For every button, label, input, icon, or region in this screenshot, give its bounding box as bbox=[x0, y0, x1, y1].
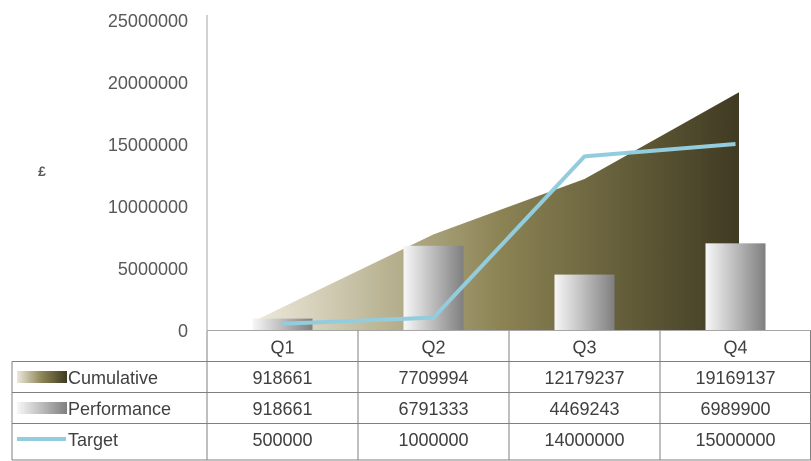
y-tick-label: 25000000 bbox=[108, 11, 188, 31]
performance-bar-q4 bbox=[705, 243, 766, 330]
data-label-cumulative-q4: 19169137 bbox=[695, 368, 775, 388]
data-label-target-q4: 15000000 bbox=[695, 430, 775, 450]
cumulative-area bbox=[259, 92, 739, 330]
category-label-q2: Q2 bbox=[421, 338, 445, 358]
category-label-q4: Q4 bbox=[723, 338, 747, 358]
target-line bbox=[282, 142, 736, 326]
legend-label-target: Target bbox=[68, 430, 118, 450]
legend-label-performance: Performance bbox=[68, 399, 171, 419]
legend-key-performance bbox=[17, 402, 67, 414]
performance-bar-q3 bbox=[554, 274, 615, 330]
y-tick-label: 15000000 bbox=[108, 135, 188, 155]
data-label-target-q1: 500000 bbox=[252, 430, 312, 450]
legend-label-cumulative: Cumulative bbox=[68, 368, 158, 388]
data-label-cumulative-q3: 12179237 bbox=[544, 368, 624, 388]
y-tick-label: 20000000 bbox=[108, 73, 188, 93]
category-label-q3: Q3 bbox=[572, 338, 596, 358]
data-label-performance-q3: 4469243 bbox=[549, 399, 619, 419]
data-label-performance-q4: 6989900 bbox=[700, 399, 770, 419]
performance-bar-q1 bbox=[252, 318, 313, 330]
data-label-target-q3: 14000000 bbox=[544, 430, 624, 450]
category-label-q1: Q1 bbox=[270, 338, 294, 358]
legend-key-cumulative bbox=[17, 371, 67, 383]
y-axis-label: £ bbox=[38, 163, 46, 179]
y-tick-label: 0 bbox=[178, 321, 188, 341]
data-label-cumulative-q2: 7709994 bbox=[398, 368, 468, 388]
y-tick-label: 10000000 bbox=[108, 197, 188, 217]
data-label-target-q2: 1000000 bbox=[398, 430, 468, 450]
data-label-performance-q1: 918661 bbox=[252, 399, 312, 419]
data-label-cumulative-q1: 918661 bbox=[252, 368, 312, 388]
data-label-performance-q2: 6791333 bbox=[398, 399, 468, 419]
y-tick-label: 5000000 bbox=[118, 259, 188, 279]
